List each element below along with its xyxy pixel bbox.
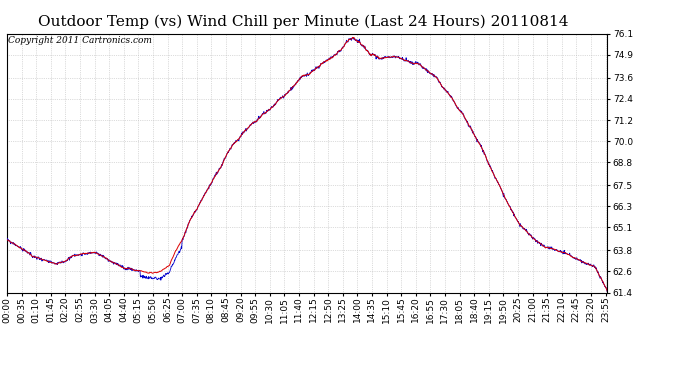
Text: Copyright 2011 Cartronics.com: Copyright 2011 Cartronics.com <box>8 36 152 45</box>
Text: Outdoor Temp (vs) Wind Chill per Minute (Last 24 Hours) 20110814: Outdoor Temp (vs) Wind Chill per Minute … <box>39 15 569 29</box>
